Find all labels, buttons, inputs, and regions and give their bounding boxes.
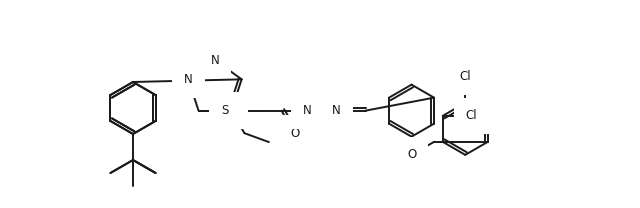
Text: N: N: [332, 104, 341, 117]
Text: N: N: [184, 73, 193, 86]
Text: N: N: [227, 104, 236, 117]
Text: Cl: Cl: [460, 70, 471, 83]
Text: H: H: [303, 97, 312, 110]
Text: N: N: [211, 53, 220, 67]
Text: O: O: [407, 148, 416, 161]
Text: N: N: [303, 104, 312, 117]
Text: S: S: [221, 104, 228, 117]
Text: O: O: [290, 127, 299, 140]
Text: Cl: Cl: [466, 109, 477, 122]
